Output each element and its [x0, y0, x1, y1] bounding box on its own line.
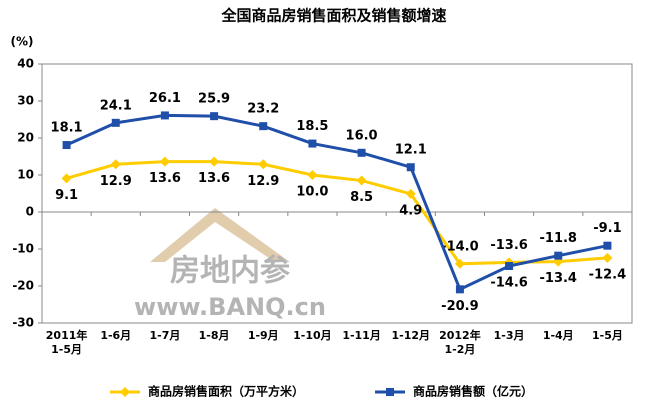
- marker: [602, 252, 613, 263]
- y-tick-label: -20: [12, 279, 34, 293]
- data-label: 8.5: [350, 190, 373, 205]
- marker: [356, 175, 367, 186]
- data-label: 25.9: [198, 92, 230, 107]
- series-line: [65, 113, 608, 292]
- marker: [454, 258, 465, 269]
- data-label: -14.0: [441, 239, 478, 254]
- y-tick-label: 30: [17, 94, 34, 108]
- x-tick-label: 1-5月: [591, 329, 623, 342]
- chart-title: 全国商品房销售面积及销售额增速: [220, 7, 446, 25]
- legend-marker: [120, 387, 130, 397]
- data-label: -20.9: [441, 299, 478, 314]
- marker: [307, 170, 318, 180]
- plot-frame: [41, 63, 633, 324]
- y-tick-label: 10: [17, 168, 34, 182]
- data-label: 18.5: [296, 119, 328, 134]
- x-tick-label: 1-7月: [149, 329, 181, 342]
- marker: [505, 262, 514, 271]
- x-tick-label: 1-10月: [293, 329, 332, 342]
- data-label: -11.8: [540, 231, 577, 246]
- x-tick-label: 1-8月: [198, 329, 230, 342]
- marker: [554, 251, 563, 260]
- series-line: [66, 160, 608, 266]
- x-tick-label: 2011年 1-5月: [45, 329, 88, 356]
- data-label: -9.1: [593, 221, 621, 236]
- watermark: 房地内参 www.BANQ.cn: [134, 208, 326, 321]
- marker: [209, 156, 220, 167]
- y-tick-label: -30: [12, 316, 34, 330]
- data-label: 4.9: [399, 203, 422, 218]
- marker: [259, 122, 268, 131]
- x-tick-label: 1-9月: [247, 329, 279, 342]
- x-tick-label: 2012年 1-2月: [439, 329, 481, 356]
- watermark-title: 房地内参: [170, 254, 290, 289]
- marker: [160, 111, 169, 120]
- data-label: 16.0: [346, 128, 378, 143]
- marker: [603, 241, 612, 250]
- y-unit: (%): [11, 35, 34, 49]
- data-label: -13.6: [490, 238, 527, 253]
- marker: [308, 139, 317, 148]
- y-tick-label: 20: [17, 131, 34, 145]
- watermark-house: [150, 208, 290, 262]
- data-label: -14.6: [490, 276, 527, 291]
- legend-label: 商品房销售额（亿元）: [413, 384, 533, 399]
- x-tick-label: 1-6月: [100, 329, 132, 342]
- data-label: 10.0: [296, 185, 328, 200]
- x-tick-label: 1-4月: [542, 329, 574, 342]
- data-label: 12.9: [247, 174, 279, 189]
- data-label: 9.1: [55, 188, 78, 203]
- marker: [110, 159, 121, 170]
- data-label: 26.1: [149, 91, 181, 106]
- data-label: -12.4: [589, 267, 626, 282]
- y-tick-label: 40: [17, 57, 34, 71]
- watermark-url: www.BANQ.cn: [134, 293, 326, 321]
- marker: [258, 159, 269, 170]
- marker: [406, 163, 415, 172]
- x-tick-label: 1-3月: [493, 329, 525, 342]
- data-label: 12.1: [395, 143, 427, 158]
- data-label: 13.6: [198, 171, 230, 186]
- y-tick-label: 0: [26, 205, 34, 219]
- marker: [210, 112, 219, 121]
- y-tick-label: -10: [12, 242, 34, 256]
- marker: [455, 285, 464, 294]
- x-tick-label: 1-12月: [391, 329, 431, 342]
- marker: [159, 156, 170, 167]
- marker: [111, 118, 120, 127]
- data-label: 18.1: [51, 121, 83, 136]
- legend-label: 商品房销售面积（万平方米）: [148, 384, 304, 399]
- marker: [405, 188, 416, 199]
- data-label: 23.2: [247, 102, 279, 117]
- x-tick-label: 1-11月: [342, 329, 381, 342]
- data-label: 13.6: [149, 171, 181, 186]
- marker: [62, 141, 71, 150]
- data-label: -13.4: [540, 271, 577, 286]
- marker: [61, 173, 72, 184]
- legend-marker: [386, 388, 394, 396]
- data-label: 12.9: [100, 174, 132, 189]
- data-label: 24.1: [100, 98, 132, 113]
- marker: [357, 148, 366, 157]
